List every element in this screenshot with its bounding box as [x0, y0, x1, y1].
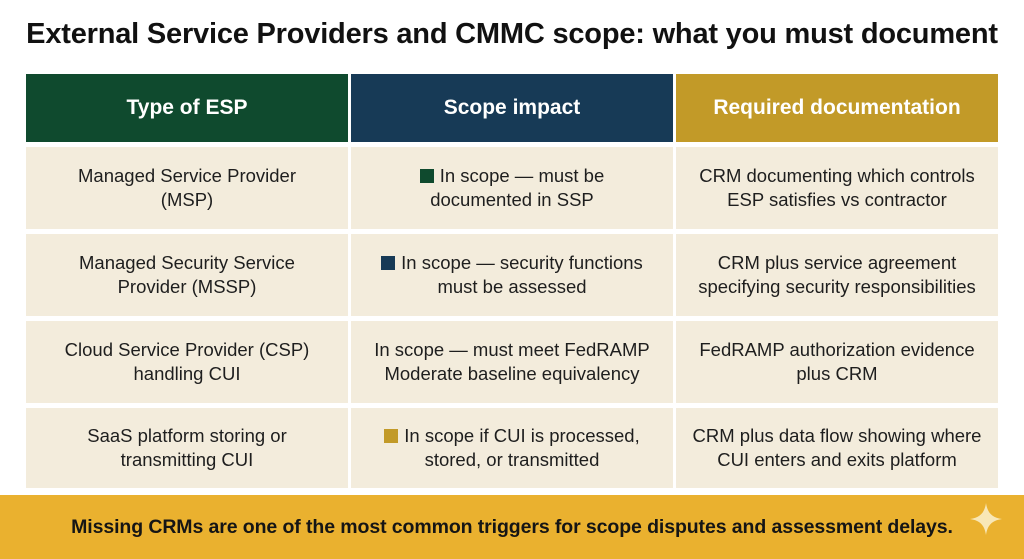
cell-line: Managed Service Provider: [78, 165, 296, 186]
sparkle-icon: [970, 503, 1002, 535]
header-scope-impact: Scope impact: [351, 74, 673, 142]
cell-line: CUI enters and exits platform: [717, 449, 957, 470]
header-required-documentation: Required documentation: [676, 74, 998, 142]
green-square-icon: [419, 169, 434, 183]
cell-line: stored, or transmitted: [424, 449, 600, 470]
cell-impact-msp: In scope — must be documented in SSP: [351, 147, 673, 229]
cell-type-mssp: Managed Security Service Provider (MSSP): [26, 234, 348, 316]
cell-impact-csp: In scope — must meet FedRAMP Moderate ba…: [351, 321, 673, 403]
cell-type-msp: Managed Service Provider (MSP): [26, 147, 348, 229]
cell-line: In scope — must meet FedRAMP: [374, 339, 650, 360]
cell-line: In scope — security functions: [401, 252, 643, 273]
page-title: External Service Providers and CMMC scop…: [26, 18, 998, 50]
cell-line: CRM plus data flow showing where: [692, 425, 982, 446]
cell-line: (MSP): [160, 189, 214, 210]
cell-line: Cloud Service Provider (CSP): [64, 339, 310, 360]
cell-doc-mssp: CRM plus service agreement specifying se…: [676, 234, 998, 316]
cell-type-csp: Cloud Service Provider (CSP) handling CU…: [26, 321, 348, 403]
cell-type-saas: SaaS platform storing or transmitting CU…: [26, 408, 348, 488]
esp-scope-table: Type of ESP Scope impact Required docume…: [26, 74, 998, 488]
cell-line: SaaS platform storing or: [87, 425, 287, 446]
cell-line: In scope — must be: [439, 165, 605, 186]
cell-line: Moderate baseline equivalency: [384, 363, 640, 384]
gold-square-icon: [384, 429, 399, 443]
navy-square-icon: [381, 256, 396, 270]
cell-line: handling CUI: [133, 363, 241, 384]
cell-line: documented in SSP: [430, 189, 594, 210]
cell-impact-saas: In scope if CUI is processed, stored, or…: [351, 408, 673, 488]
cell-line: CRM plus service agreement: [717, 252, 957, 273]
cell-line: plus CRM: [796, 363, 878, 384]
banner-text: Missing CRMs are one of the most common …: [71, 515, 953, 538]
cell-line: Provider (MSSP): [117, 276, 257, 297]
cell-line: FedRAMP authorization evidence: [699, 339, 975, 360]
header-type-of-esp: Type of ESP: [26, 74, 348, 142]
cell-impact-mssp: In scope — security functions must be as…: [351, 234, 673, 316]
footer-banner: Missing CRMs are one of the most common …: [0, 495, 1024, 559]
cell-line: must be assessed: [437, 276, 587, 297]
cell-doc-msp: CRM documenting which controls ESP satis…: [676, 147, 998, 229]
cell-line: specifying security responsibilities: [698, 276, 976, 297]
cell-line: Managed Security Service: [79, 252, 295, 273]
cell-doc-csp: FedRAMP authorization evidence plus CRM: [676, 321, 998, 403]
cell-doc-saas: CRM plus data flow showing where CUI ent…: [676, 408, 998, 488]
cell-line: CRM documenting which controls: [699, 165, 975, 186]
cell-line: transmitting CUI: [120, 449, 254, 470]
cell-line: ESP satisfies vs contractor: [727, 189, 947, 210]
cell-line: In scope if CUI is processed,: [404, 425, 640, 446]
